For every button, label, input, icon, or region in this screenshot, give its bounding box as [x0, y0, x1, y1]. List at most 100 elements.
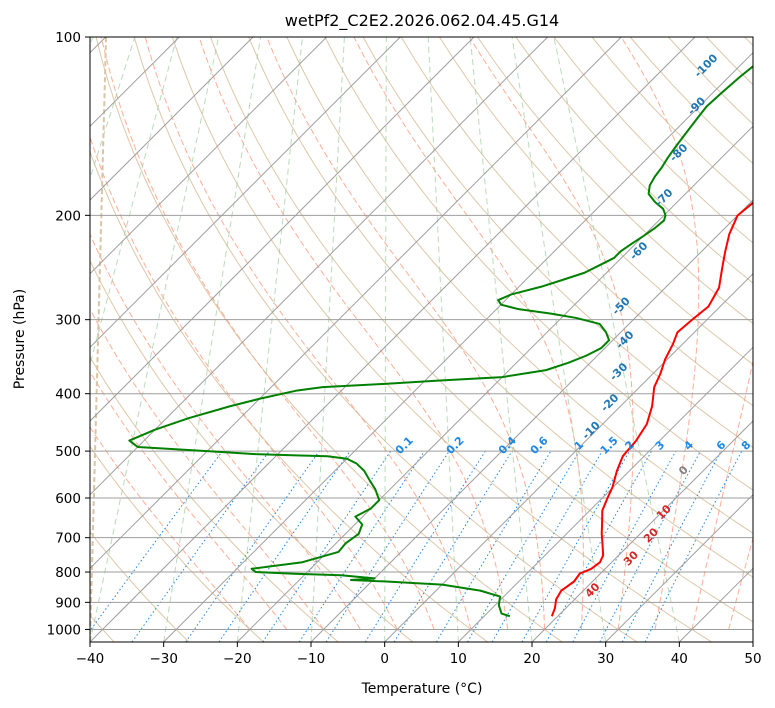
isotherm — [90, 37, 696, 642]
series — [128, 65, 753, 618]
moist-adiabat — [728, 536, 753, 630]
isotherm — [457, 346, 753, 642]
mixing-ratio-line — [467, 450, 580, 642]
moist-adiabat-label: 10 — [654, 502, 674, 522]
isotherm — [90, 37, 622, 570]
x-tick-label: 50 — [744, 651, 761, 667]
mixing-ratio-line — [521, 450, 630, 642]
dry-adiabat-label: -70 — [652, 186, 675, 209]
mixing-ratio-label: 0.6 — [528, 434, 551, 457]
isotherm — [90, 37, 254, 201]
dry-adiabat — [90, 445, 264, 642]
mixing-ratio-line — [131, 450, 270, 642]
x-axis-title: Temperature (°C) — [361, 681, 483, 697]
dry-adiabat-label: -80 — [667, 141, 690, 164]
dry-adiabat — [324, 37, 753, 491]
moist-adiabat — [90, 370, 288, 630]
y-tick-label: 400 — [55, 387, 81, 403]
dry-adiabat-label: -50 — [610, 294, 633, 317]
chart-title: wetPf2_C2E2.2026.062.04.45.G14 — [285, 11, 559, 31]
isotherm — [752, 641, 753, 642]
dry-adiabat — [362, 37, 753, 449]
y-tick-label: 200 — [55, 208, 81, 224]
reference-curve — [90, 37, 220, 642]
dry-adiabat — [439, 37, 753, 366]
isotherm — [90, 37, 475, 422]
reference-curve — [384, 37, 387, 642]
mixing-ratio-line — [218, 450, 351, 642]
in-plot-labels: -100-90-80-70-60-50-40-30-20-100.1 0.2 0.4… — [393, 51, 775, 600]
y-tick-label: 800 — [55, 565, 81, 581]
dry-adiabat — [553, 37, 753, 244]
moist-adiabat — [144, 37, 472, 630]
mixing-ratio-line — [325, 450, 450, 642]
dry-adiabat — [210, 37, 753, 623]
dry-adiabat-label: -20 — [598, 391, 621, 414]
mixing-ratio-line — [572, 450, 677, 642]
y-tick-label: 900 — [55, 595, 81, 611]
x-tick-label: −10 — [297, 651, 326, 667]
mixing-ratio-line — [644, 450, 743, 642]
dry-adiabat — [90, 356, 339, 642]
y-tick-label: 500 — [55, 444, 81, 460]
moist-adiabat — [198, 37, 509, 630]
y-tick-label: 700 — [55, 531, 81, 547]
dry-adiabat — [90, 531, 190, 642]
moist-adiabat — [469, 37, 634, 630]
reference-curve — [163, 37, 262, 642]
moist-adiabat — [691, 358, 753, 630]
isotherm — [531, 420, 753, 642]
mixing-ratio-label: 0.1 — [393, 434, 416, 457]
dry-adiabat — [515, 37, 753, 284]
dry-adiabat — [248, 37, 753, 578]
dry-adiabat-label: -100 — [692, 51, 721, 80]
reference-curve — [511, 37, 607, 642]
dry-adiabat-label: -40 — [613, 328, 636, 351]
x-tick-label: 0 — [380, 651, 389, 667]
dry-adiabat — [400, 37, 753, 407]
axes: −40 −30 −20 −10 0 10 20 30 40 5010009008007006005… — [47, 30, 762, 667]
x-tick-label: 20 — [523, 651, 540, 667]
reference-curve — [469, 37, 533, 642]
reference-curve — [310, 37, 345, 642]
isotherm — [310, 199, 753, 642]
dry-adiabat — [668, 37, 753, 125]
dry-adiabat-label: -90 — [685, 94, 708, 117]
dry-adiabat — [477, 37, 753, 325]
dry-adiabat — [744, 37, 753, 47]
moist-adiabats — [90, 37, 753, 630]
moist-adiabat-label: 30 — [621, 548, 641, 568]
reference-curve — [553, 37, 680, 642]
grid — [90, 37, 753, 642]
mixing-ratio-line — [262, 450, 392, 642]
y-tick-label: 100 — [55, 30, 81, 46]
reference-curve-thick — [90, 37, 108, 642]
mixing-ratio-label: 10 — [760, 435, 775, 455]
dry-adiabat — [706, 37, 753, 86]
isotherm — [90, 37, 401, 349]
y-tick-label: 1000 — [47, 622, 81, 638]
reference-curve — [90, 37, 178, 367]
moist-adiabat-label: 0 — [676, 463, 691, 478]
isotherm — [384, 272, 753, 642]
y-tick-label: 300 — [55, 313, 81, 329]
mixing-ratio-line — [185, 450, 320, 642]
isotherm — [90, 37, 549, 496]
reference-curves — [90, 37, 680, 642]
dry-adiabat-label: -10 — [580, 419, 603, 442]
mixing-ratio-label: 0.2 — [444, 434, 467, 457]
isotherm — [678, 567, 753, 642]
plot-frame — [89, 36, 754, 643]
mixing-ratio-line — [545, 450, 653, 642]
mixing-ratio-line — [393, 450, 513, 642]
dry-adiabat — [90, 259, 414, 642]
moist-adiabat — [90, 233, 361, 630]
mixing-ratio-lines — [90, 450, 743, 642]
dry-adiabats — [90, 37, 753, 642]
dry-adiabat — [95, 37, 563, 642]
mixing-ratio-line — [298, 450, 425, 642]
isotherm — [163, 51, 753, 642]
isotherm — [236, 125, 753, 642]
mixing-ratio-label: 1.5 — [598, 434, 621, 457]
